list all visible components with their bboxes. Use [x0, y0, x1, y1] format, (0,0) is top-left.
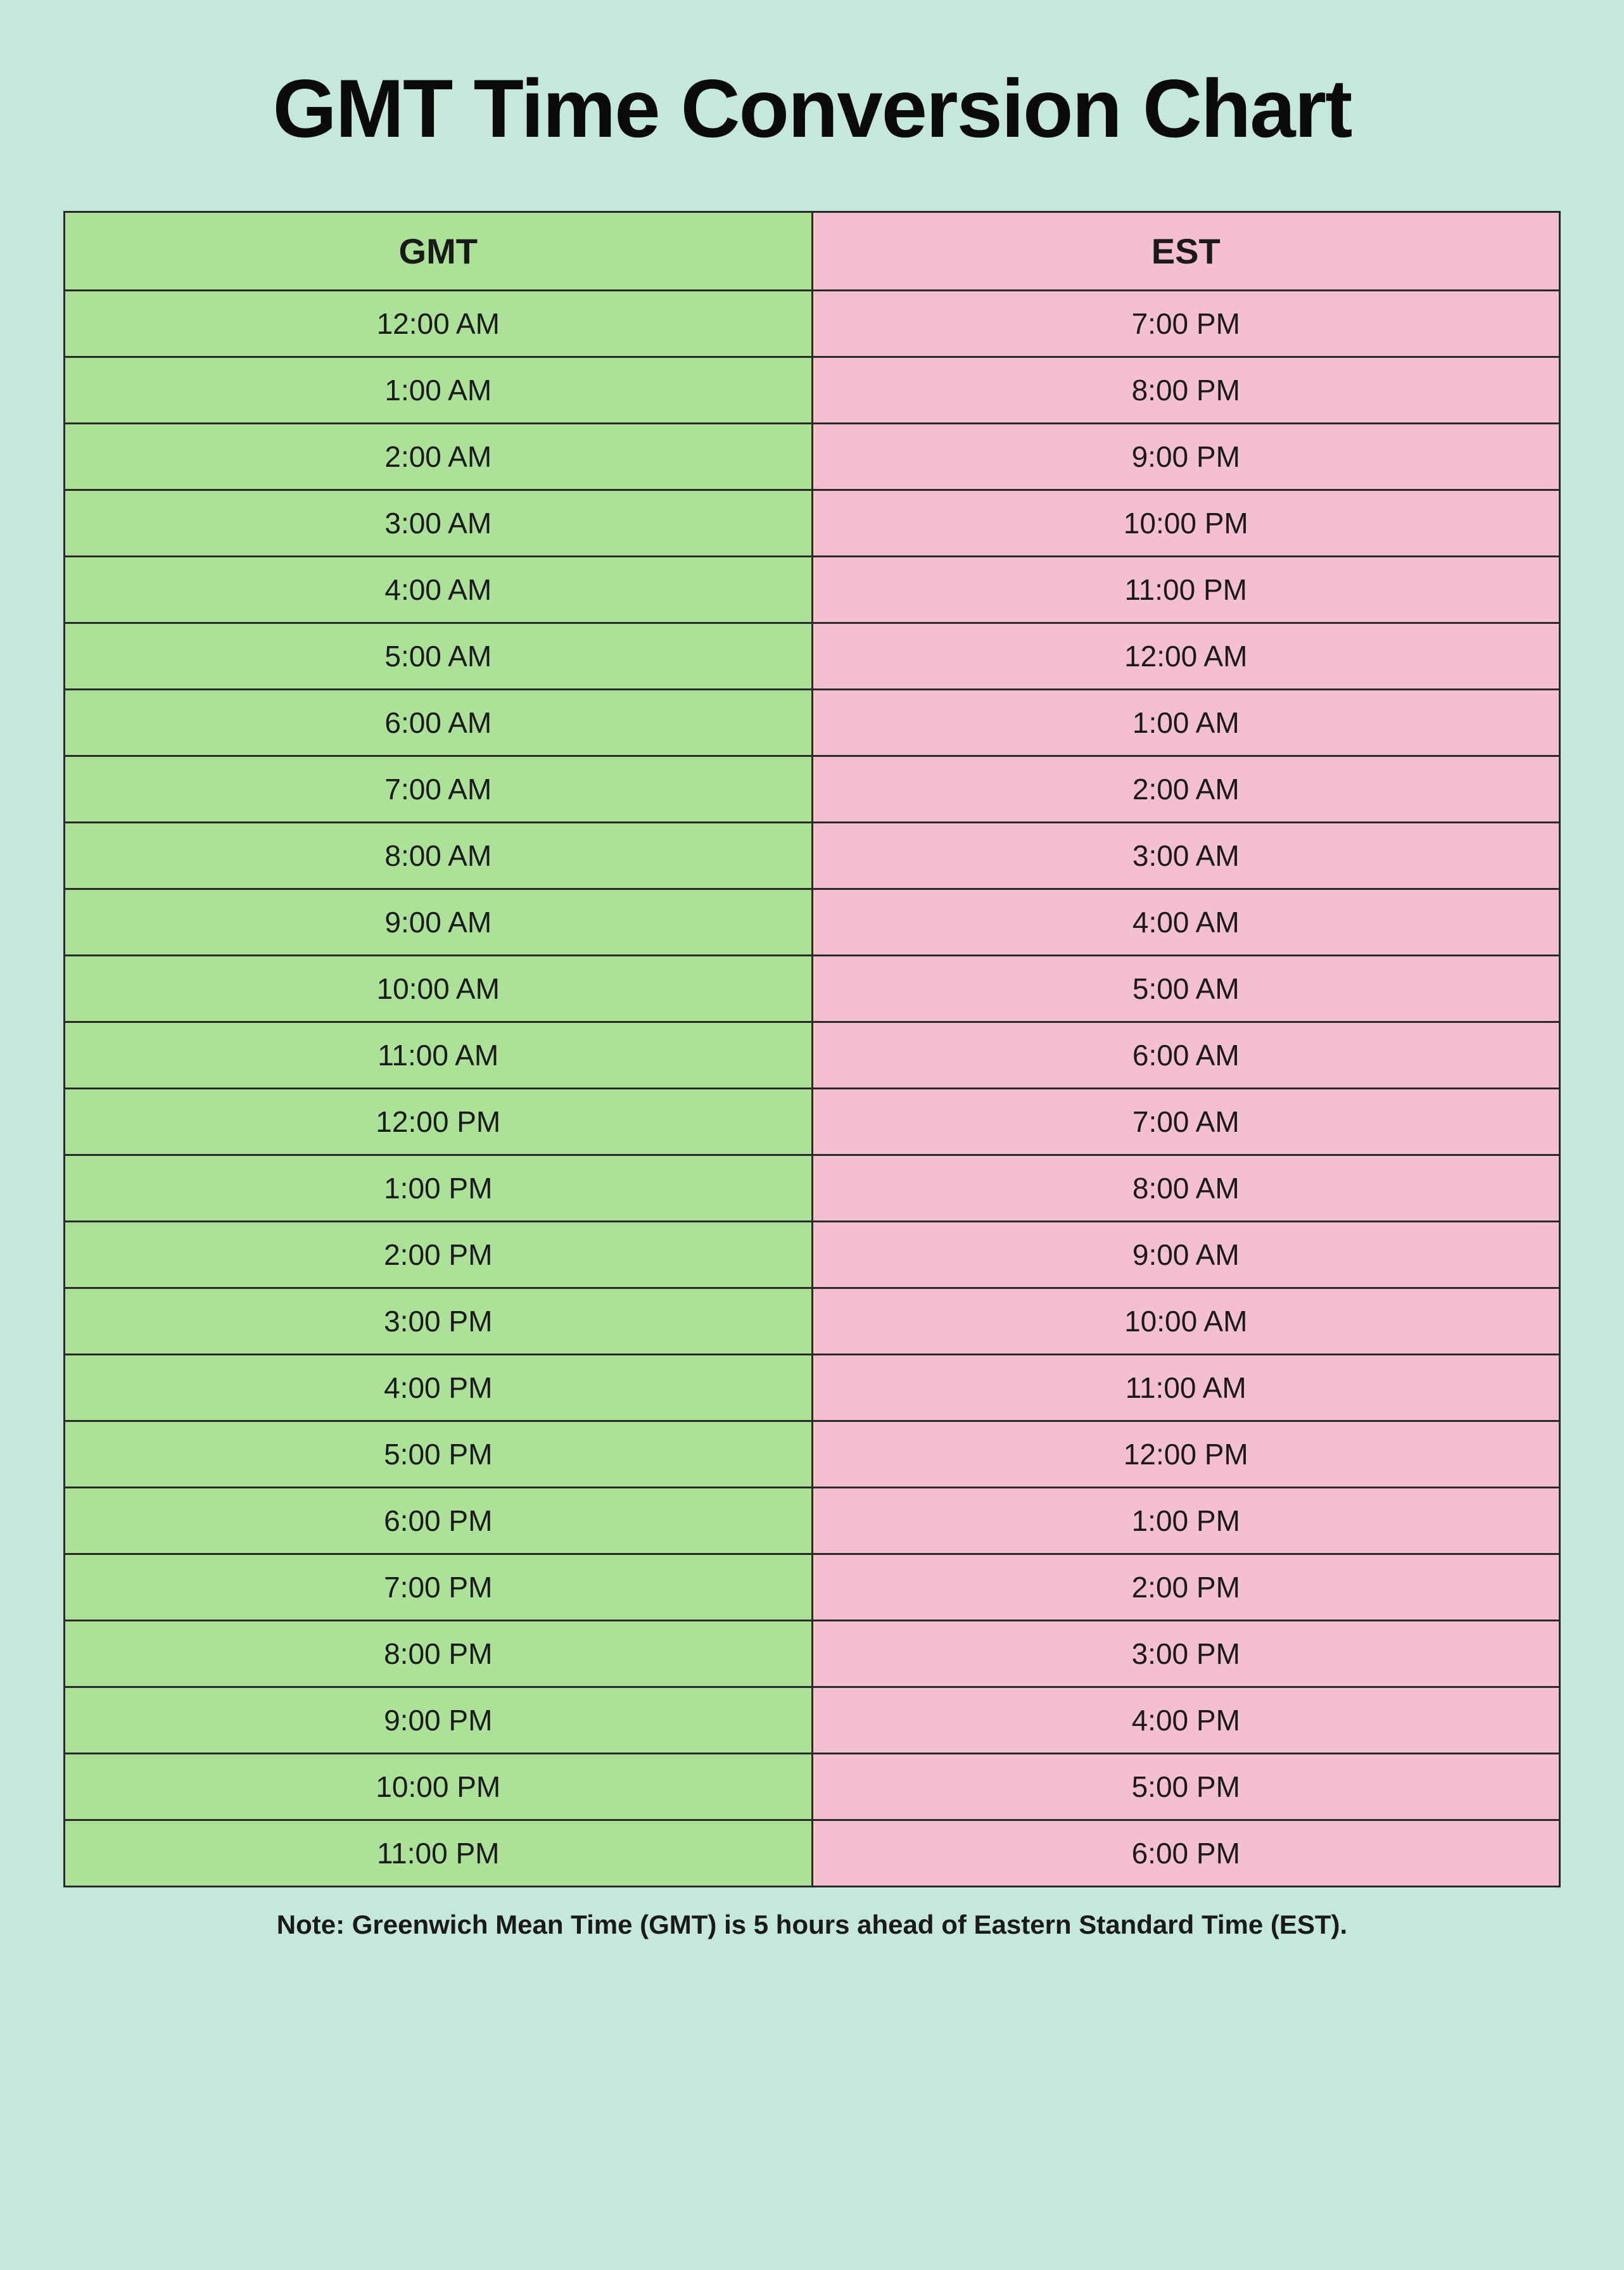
gmt-cell: 2:00 AM: [65, 424, 813, 491]
table-row: 6:00 AM1:00 AM: [65, 690, 1559, 757]
table-row: 12:00 AM7:00 PM: [65, 291, 1559, 358]
est-cell: 4:00 PM: [813, 1688, 1559, 1754]
est-cell: 9:00 PM: [813, 424, 1559, 491]
gmt-cell: 12:00 PM: [65, 1089, 813, 1156]
gmt-cell: 3:00 PM: [65, 1289, 813, 1355]
gmt-cell: 5:00 AM: [65, 624, 813, 690]
est-cell: 10:00 AM: [813, 1289, 1559, 1355]
table-row: 8:00 PM3:00 PM: [65, 1621, 1559, 1688]
table-row: 7:00 PM2:00 PM: [65, 1555, 1559, 1621]
gmt-cell: 8:00 PM: [65, 1621, 813, 1688]
table-row: 10:00 PM5:00 PM: [65, 1754, 1559, 1821]
gmt-cell: 12:00 AM: [65, 291, 813, 358]
table-row: 11:00 PM6:00 PM: [65, 1821, 1559, 1886]
gmt-cell: 2:00 PM: [65, 1222, 813, 1289]
gmt-cell: 3:00 AM: [65, 491, 813, 557]
table-row: 5:00 AM12:00 AM: [65, 624, 1559, 690]
table-row: 2:00 PM9:00 AM: [65, 1222, 1559, 1289]
gmt-cell: 8:00 AM: [65, 823, 813, 890]
est-cell: 5:00 PM: [813, 1754, 1559, 1821]
est-cell: 4:00 AM: [813, 890, 1559, 956]
est-cell: 6:00 PM: [813, 1821, 1559, 1886]
table-row: 9:00 PM4:00 PM: [65, 1688, 1559, 1754]
gmt-cell: 10:00 PM: [65, 1754, 813, 1821]
gmt-cell: 4:00 PM: [65, 1355, 813, 1422]
gmt-cell: 1:00 PM: [65, 1156, 813, 1222]
table-row: 9:00 AM4:00 AM: [65, 890, 1559, 956]
gmt-cell: 1:00 AM: [65, 358, 813, 424]
est-cell: 11:00 PM: [813, 557, 1559, 624]
est-cell: 12:00 PM: [813, 1422, 1559, 1488]
est-cell: 8:00 PM: [813, 358, 1559, 424]
table-row: 4:00 PM11:00 AM: [65, 1355, 1559, 1422]
gmt-cell: 9:00 AM: [65, 890, 813, 956]
gmt-cell: 6:00 PM: [65, 1488, 813, 1555]
table-row: 6:00 PM1:00 PM: [65, 1488, 1559, 1555]
gmt-cell: 11:00 AM: [65, 1023, 813, 1089]
table-row: 1:00 AM8:00 PM: [65, 358, 1559, 424]
table-header: GMT EST: [65, 213, 1559, 291]
gmt-cell: 4:00 AM: [65, 557, 813, 624]
est-cell: 6:00 AM: [813, 1023, 1559, 1089]
est-cell: 8:00 AM: [813, 1156, 1559, 1222]
table-row: 8:00 AM3:00 AM: [65, 823, 1559, 890]
table-row: 4:00 AM11:00 PM: [65, 557, 1559, 624]
table-row: 3:00 AM10:00 PM: [65, 491, 1559, 557]
table-row: 2:00 AM9:00 PM: [65, 424, 1559, 491]
est-cell: 1:00 PM: [813, 1488, 1559, 1555]
column-header-gmt: GMT: [65, 213, 813, 291]
gmt-cell: 11:00 PM: [65, 1821, 813, 1886]
table-row: 3:00 PM10:00 AM: [65, 1289, 1559, 1355]
table-row: 7:00 AM2:00 AM: [65, 757, 1559, 823]
conversion-table: GMT EST 12:00 AM7:00 PM1:00 AM8:00 PM2:0…: [63, 211, 1561, 1887]
table-row: 10:00 AM5:00 AM: [65, 956, 1559, 1023]
gmt-cell: 7:00 PM: [65, 1555, 813, 1621]
est-cell: 11:00 AM: [813, 1355, 1559, 1422]
est-cell: 2:00 PM: [813, 1555, 1559, 1621]
est-cell: 7:00 AM: [813, 1089, 1559, 1156]
gmt-cell: 9:00 PM: [65, 1688, 813, 1754]
table-row: 11:00 AM6:00 AM: [65, 1023, 1559, 1089]
est-cell: 3:00 AM: [813, 823, 1559, 890]
est-cell: 7:00 PM: [813, 291, 1559, 358]
est-cell: 5:00 AM: [813, 956, 1559, 1023]
gmt-cell: 5:00 PM: [65, 1422, 813, 1488]
footnote: Note: Greenwich Mean Time (GMT) is 5 hou…: [277, 1910, 1347, 1940]
est-cell: 2:00 AM: [813, 757, 1559, 823]
est-cell: 3:00 PM: [813, 1621, 1559, 1688]
est-cell: 1:00 AM: [813, 690, 1559, 757]
est-cell: 12:00 AM: [813, 624, 1559, 690]
gmt-cell: 6:00 AM: [65, 690, 813, 757]
column-header-est: EST: [813, 213, 1559, 291]
est-cell: 10:00 PM: [813, 491, 1559, 557]
table-body: 12:00 AM7:00 PM1:00 AM8:00 PM2:00 AM9:00…: [65, 291, 1559, 1886]
table-row: 12:00 PM7:00 AM: [65, 1089, 1559, 1156]
gmt-cell: 7:00 AM: [65, 757, 813, 823]
page-title: GMT Time Conversion Chart: [273, 63, 1352, 154]
table-row: 1:00 PM8:00 AM: [65, 1156, 1559, 1222]
est-cell: 9:00 AM: [813, 1222, 1559, 1289]
gmt-cell: 10:00 AM: [65, 956, 813, 1023]
table-row: 5:00 PM12:00 PM: [65, 1422, 1559, 1488]
